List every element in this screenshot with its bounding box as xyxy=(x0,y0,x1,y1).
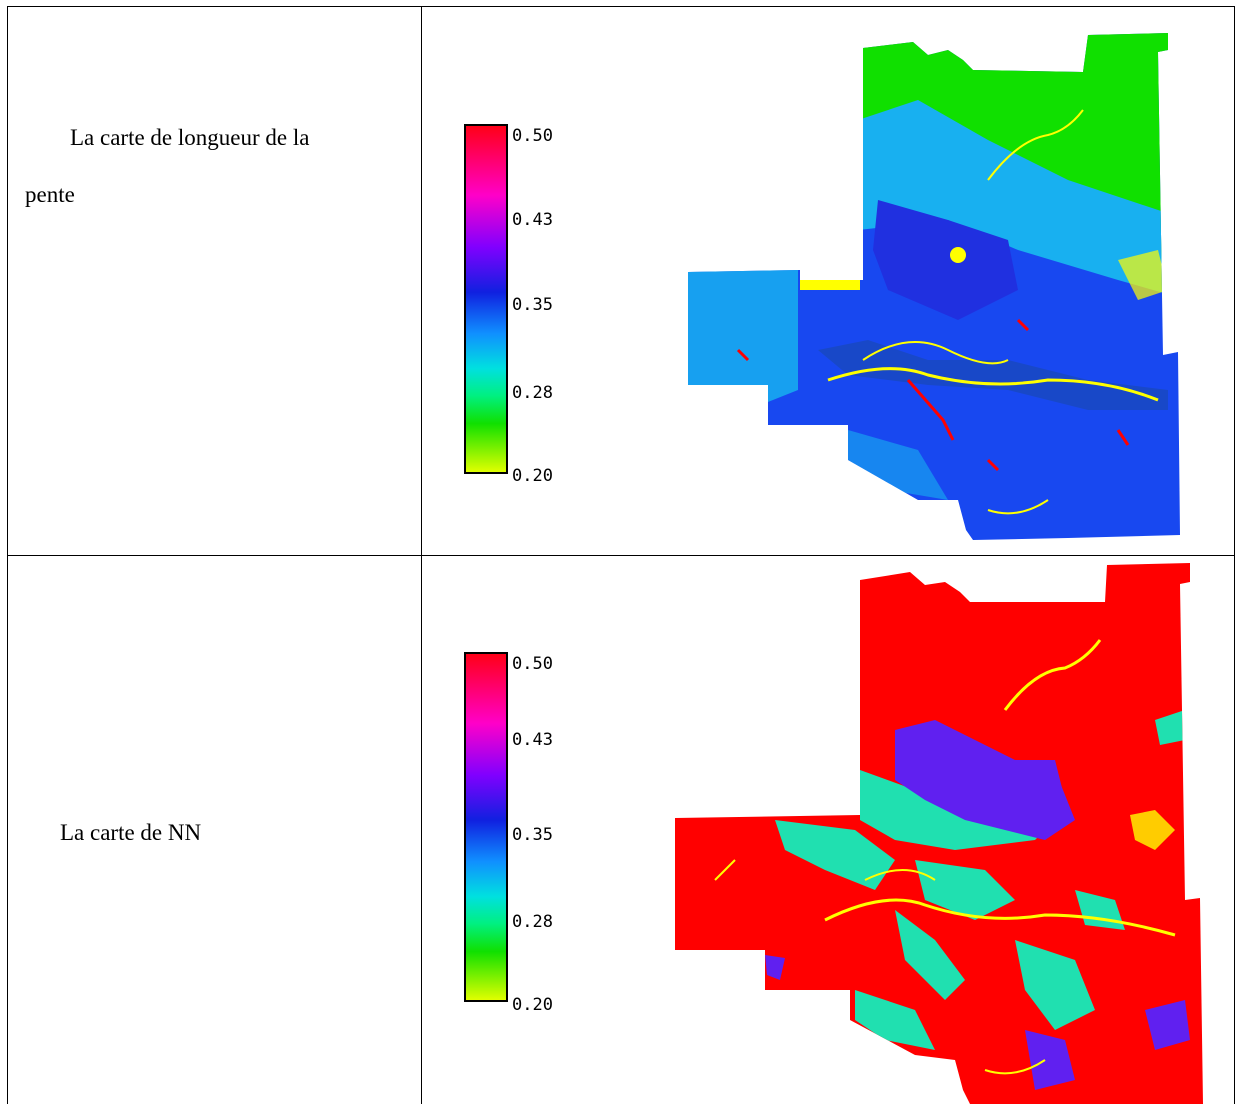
map-river xyxy=(862,341,1009,365)
map-river xyxy=(984,1059,1046,1075)
color-legend: 0.50 0.43 0.35 0.28 0.20 xyxy=(464,124,574,486)
map-region-river-valley xyxy=(818,340,1168,410)
legend-tick-label: 0.43 xyxy=(512,730,553,750)
legend-tick-label: 0.43 xyxy=(512,210,553,230)
slope-length-map xyxy=(688,33,1180,540)
map-region-cyan xyxy=(848,430,948,500)
color-legend: 0.50 0.43 0.35 0.28 0.20 xyxy=(464,652,574,1015)
map-spot-red xyxy=(1116,429,1130,446)
map-region-teal xyxy=(775,820,895,890)
map-region-dark-blue xyxy=(873,200,1018,320)
map-region-teal xyxy=(1155,710,1185,745)
map-region-teal xyxy=(1015,940,1095,1030)
map-region-violet xyxy=(1025,1030,1075,1090)
row-label-line: La carte de longueur de la xyxy=(70,125,310,150)
map-spot-red xyxy=(736,348,750,362)
table-left-border xyxy=(7,6,8,1104)
map-river xyxy=(714,859,736,881)
map-river xyxy=(864,869,936,881)
nn-map xyxy=(675,563,1203,1104)
legend-tick-label: 0.35 xyxy=(512,825,553,845)
map-spot-red xyxy=(906,379,955,441)
legend-tick-label: 0.35 xyxy=(512,295,553,315)
legend-tick-label: 0.20 xyxy=(512,995,553,1015)
legend-tick-label: 0.50 xyxy=(512,654,553,674)
table-row-divider xyxy=(7,555,1235,556)
legend-tick-label: 0.28 xyxy=(512,383,553,403)
legend-tick-label: 0.20 xyxy=(512,466,553,486)
row-label-line: pente xyxy=(25,182,75,207)
map-region-yellow xyxy=(1130,810,1175,850)
table-column-divider xyxy=(421,6,422,1104)
map-river xyxy=(1003,639,1102,711)
map-spot-red xyxy=(986,458,1000,472)
legend-tick-label: 0.50 xyxy=(512,126,553,146)
map-region-yellow xyxy=(800,268,860,290)
map-region-teal xyxy=(895,910,965,1000)
map-region-teal xyxy=(855,990,935,1050)
map-region-violet xyxy=(1145,1000,1190,1050)
row-label-line: La carte de NN xyxy=(60,820,202,845)
map-region-yellow xyxy=(1118,250,1168,300)
map-region-violet xyxy=(765,955,785,980)
map-river xyxy=(827,367,1159,402)
table-top-border xyxy=(7,6,1235,7)
legend-color-bar xyxy=(464,124,508,474)
map-region-cyan xyxy=(688,270,798,410)
map-river xyxy=(987,109,1084,181)
map-region-cyan xyxy=(858,100,1180,300)
legend-color-bar xyxy=(464,652,508,1002)
map-region-violet xyxy=(975,760,1065,810)
map-spot-red xyxy=(1016,318,1030,332)
map-river xyxy=(824,898,1176,937)
legend-tick-label: 0.28 xyxy=(512,912,553,932)
map-region-teal xyxy=(915,860,1015,920)
map-river xyxy=(987,499,1049,515)
map-spot-yellow xyxy=(950,247,966,263)
